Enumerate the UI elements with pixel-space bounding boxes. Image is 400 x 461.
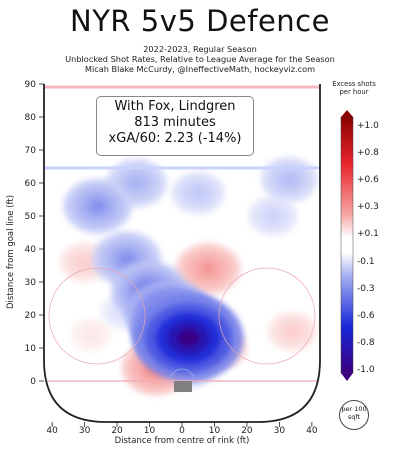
- y-tick-label: 70: [25, 146, 37, 156]
- y-axis-ticks: 0 10 20 30 40 50 60 70 80 90: [25, 80, 44, 387]
- heatmap-region: [260, 156, 318, 203]
- faceoff-circle-left: [48, 267, 146, 365]
- heatmap-region: [133, 294, 244, 383]
- colorbar-title: Excess shots per hour: [332, 80, 376, 96]
- y-tick-label: 40: [25, 245, 37, 255]
- colorbar-tick-label: +0.3: [357, 202, 379, 213]
- x-tick-label: 10: [209, 426, 221, 436]
- y-tick-label: 20: [25, 311, 37, 321]
- colorbar-tick-label: +0.8: [357, 148, 379, 159]
- x-tick-label: 10: [144, 426, 156, 436]
- colorbar-tick-label: +0.1: [357, 229, 379, 240]
- info-line-xga: xGA/60: 2.23 (-14%): [108, 131, 242, 146]
- subtitle-description: Unblocked Shot Rates, Relative to League…: [65, 54, 335, 64]
- y-tick-label: 0: [30, 377, 36, 387]
- heatmap-region: [247, 196, 298, 236]
- x-tick-label: 30: [79, 426, 91, 436]
- heatmap-region: [63, 178, 132, 234]
- x-tick-label: 40: [306, 426, 318, 436]
- subtitle-season: 2022-2023, Regular Season: [143, 44, 257, 54]
- heatmap-region: [175, 242, 241, 295]
- heatmap-region: [267, 311, 318, 352]
- colorbar-tick-label: -0.1: [357, 256, 375, 267]
- x-axis-ticks: 40 30 20 10 0 10 20 30 40: [46, 422, 318, 436]
- colorbar-tick-label: -0.3: [357, 283, 375, 294]
- x-axis-label: Distance from centre of rink (ft): [115, 436, 250, 446]
- goal-crease: [169, 368, 195, 382]
- colorbar-tick-label: +1.0: [357, 121, 379, 131]
- heatmap-region: [69, 317, 113, 352]
- subtitle-author: Micah Blake McCurdy, @IneffectiveMath, h…: [84, 64, 316, 74]
- info-box: With Fox, Lindgren 813 minutes xGA/60: 2…: [96, 96, 254, 156]
- x-tick-label: 20: [111, 426, 123, 436]
- heatmap-region: [171, 171, 226, 215]
- y-tick-label: 60: [25, 179, 37, 189]
- colorbar: [340, 116, 354, 374]
- info-line-minutes: 813 minutes: [134, 115, 216, 130]
- unit-badge: per 100 sqft: [339, 400, 369, 430]
- colorbar-tick-label: -0.6: [357, 310, 375, 321]
- x-tick-label: 0: [179, 426, 185, 436]
- colorbar-bottom-cap: [341, 373, 353, 381]
- colorbar-tick-label: +0.6: [357, 175, 379, 186]
- y-tick-label: 80: [25, 113, 37, 123]
- y-axis-label: Distance from goal line (ft): [6, 195, 16, 309]
- x-tick-label: 40: [46, 426, 58, 436]
- y-tick-label: 30: [25, 278, 37, 288]
- faceoff-circle-right: [218, 267, 316, 365]
- x-tick-label: 30: [274, 426, 286, 436]
- x-tick-label: 20: [241, 426, 253, 436]
- y-tick-label: 10: [25, 344, 37, 354]
- colorbar-tick-label: -0.8: [357, 337, 375, 348]
- info-line-players: With Fox, Lindgren: [114, 99, 236, 114]
- page-title: NYR 5v5 Defence: [70, 4, 330, 38]
- colorbar-top-cap: [341, 110, 353, 117]
- goal-net: [174, 381, 192, 392]
- y-tick-label: 90: [25, 80, 37, 90]
- colorbar-tick-label: -1.0: [357, 365, 375, 375]
- y-tick-label: 50: [25, 212, 37, 222]
